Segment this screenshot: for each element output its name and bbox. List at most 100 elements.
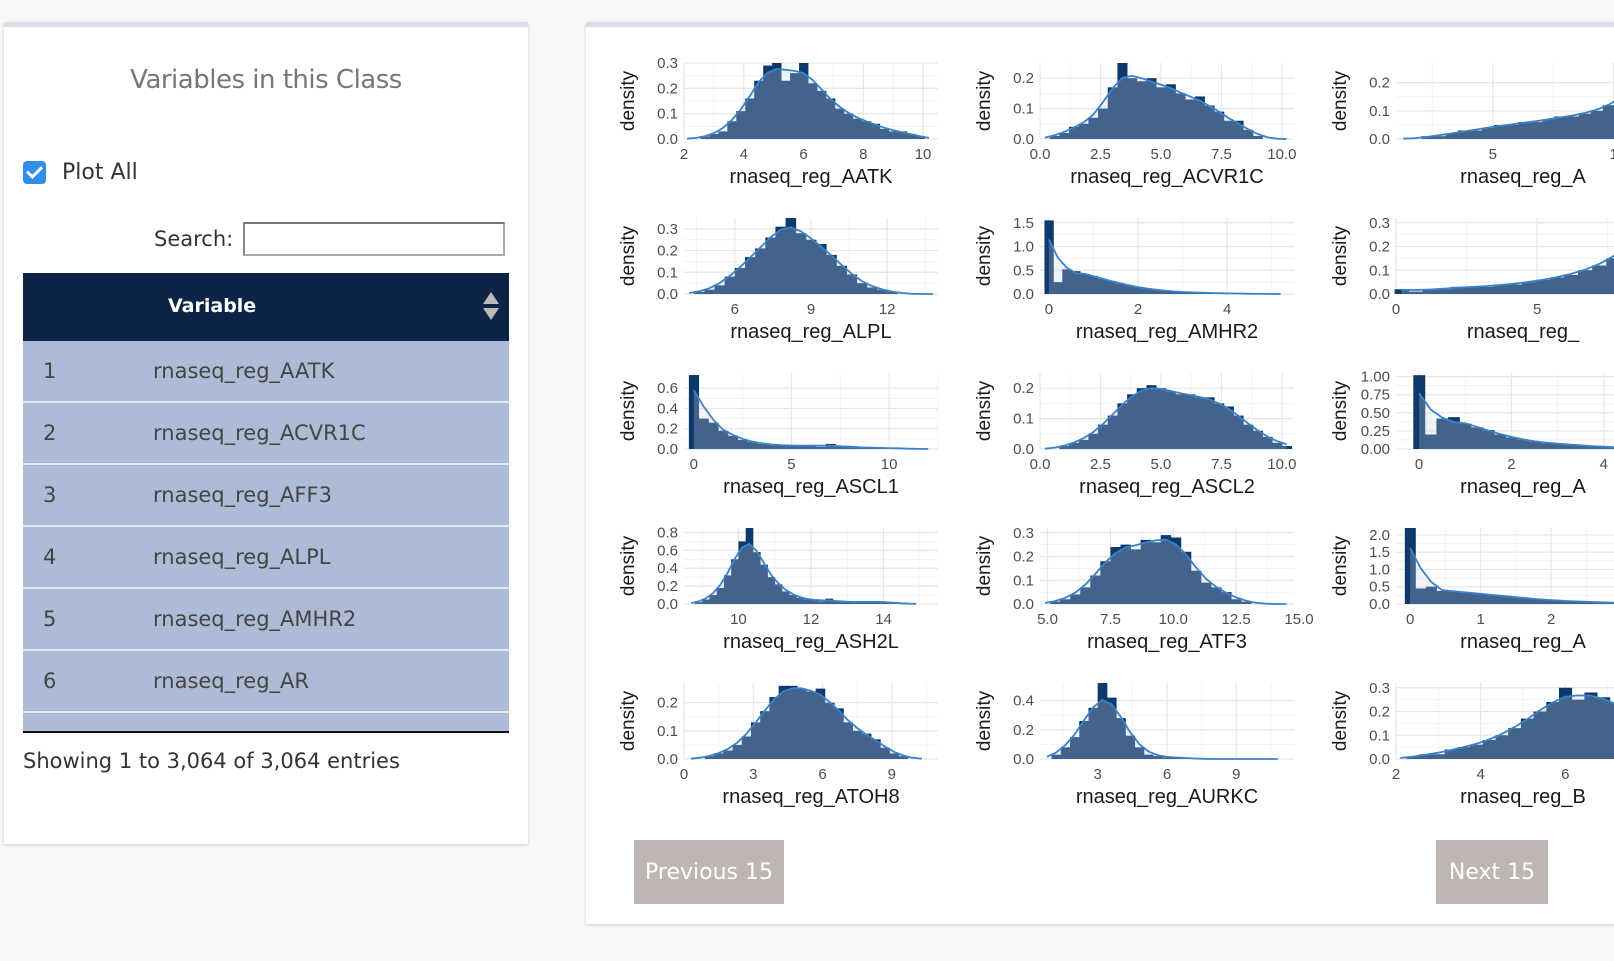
x-tick-label: 7.5 <box>1100 611 1121 628</box>
table-row[interactable]: 3 rnaseq_reg_AFF3 <box>23 465 509 527</box>
histogram-bar <box>1457 130 1471 139</box>
histogram-bar <box>1252 430 1263 449</box>
density-line <box>1403 100 1614 140</box>
histogram-bar <box>1542 119 1555 139</box>
histogram-bar <box>1436 590 1448 604</box>
histogram-bar <box>1070 737 1080 759</box>
y-tick-label: 2.0 <box>1369 527 1390 544</box>
histogram-bar <box>1214 403 1225 449</box>
x-axis-label: rnaseq_reg_A <box>1460 166 1586 188</box>
y-tick-label: 0.0 <box>1369 131 1390 148</box>
histogram-plot: 0.0 0.1 0.2 0.3 2 4 6 8 10 rnaseq_reg_AATK density <box>616 55 956 207</box>
histogram-bar <box>797 688 807 759</box>
row-variable: rnaseq_reg_ALPL <box>153 545 331 569</box>
histogram-bar <box>1479 286 1494 294</box>
histogram-bar <box>898 756 909 759</box>
y-axis-label: density <box>974 70 995 131</box>
y-tick-label: 0.1 <box>1013 101 1034 118</box>
histogram-bar <box>1597 697 1611 759</box>
search-input[interactable] <box>243 222 506 256</box>
y-axis-label: density <box>618 690 639 751</box>
histogram-bar <box>718 131 728 139</box>
previous-15-button[interactable]: Previous 15 <box>634 840 784 904</box>
bars <box>694 528 906 604</box>
table-row[interactable] <box>23 713 509 731</box>
histogram-bar <box>1190 570 1202 604</box>
histogram-bar <box>1563 601 1575 604</box>
x-axis-label: rnaseq_reg_ASCL1 <box>723 476 899 498</box>
x-tick-label: 0 <box>1415 456 1423 473</box>
histogram-bar <box>915 136 925 139</box>
histogram-bar <box>698 418 709 449</box>
histogram-bar <box>1221 592 1232 604</box>
histogram-bar <box>754 80 764 139</box>
histogram-bar <box>767 577 776 604</box>
bars <box>1050 535 1252 604</box>
x-tick-label: 0 <box>680 766 688 783</box>
x-tick-label: 10 <box>881 456 898 473</box>
histogram-bar <box>843 113 854 139</box>
histogram-bar <box>1097 278 1108 294</box>
y-axis-label: density <box>1330 380 1351 441</box>
histogram-bar <box>1146 385 1157 449</box>
histogram-bar <box>1060 747 1071 759</box>
histogram-bar <box>1059 132 1070 139</box>
x-tick-label: 6 <box>818 766 826 783</box>
y-tick-label: 0.4 <box>657 400 678 417</box>
histogram-bar <box>1089 275 1099 294</box>
histogram-bar <box>806 444 817 449</box>
x-tick-label: 4 <box>1223 301 1231 318</box>
y-tick-label: 0.0 <box>657 286 678 303</box>
histogram-bar <box>856 283 868 294</box>
histogram-bar <box>1127 78 1138 139</box>
column-header-variable[interactable]: Variable <box>168 295 257 317</box>
histogram-bar <box>1185 394 1196 449</box>
x-tick-label: 1 <box>1610 146 1614 163</box>
histogram-bar <box>752 552 761 604</box>
plot-all-checkbox[interactable] <box>23 160 46 184</box>
histogram-bar <box>1106 281 1117 294</box>
table-row[interactable]: 2 rnaseq_reg_ACVR1C <box>23 403 509 465</box>
table-row[interactable]: 1 rnaseq_reg_AATK <box>23 341 509 403</box>
density-fill <box>1044 388 1287 449</box>
table-header[interactable]: Variable <box>23 273 509 341</box>
histogram-bar <box>843 722 853 759</box>
x-tick-label: 6 <box>1561 766 1569 783</box>
histogram-bar <box>1204 397 1215 449</box>
plot-all-label[interactable]: Plot All <box>62 159 138 185</box>
row-variable: rnaseq_reg_AFF3 <box>153 483 332 507</box>
x-axis-label: rnaseq_reg_B <box>1460 786 1586 808</box>
histogram-bar <box>755 248 766 294</box>
histogram-bar <box>808 83 818 139</box>
density-line <box>686 67 930 140</box>
histogram-bar <box>785 218 797 294</box>
next-15-button[interactable]: Next 15 <box>1436 840 1548 904</box>
y-tick-label: 0.1 <box>1369 103 1390 120</box>
histogram-bar <box>1482 430 1495 449</box>
histogram-bar <box>781 80 791 139</box>
histogram-bar <box>723 750 733 759</box>
x-axis-label: rnaseq_reg_ALPL <box>730 321 891 343</box>
plot-all-row[interactable]: Plot All <box>23 157 138 187</box>
histogram-bar <box>1531 599 1543 604</box>
x-tick-label: 4 <box>740 146 748 163</box>
table-row[interactable]: 5 rnaseq_reg_AMHR2 <box>23 589 509 651</box>
histogram-bar <box>816 90 827 139</box>
y-axis-label: density <box>618 70 639 131</box>
y-axis-label: density <box>618 380 639 441</box>
histogram-bar <box>757 443 768 449</box>
histogram-bar <box>1204 105 1215 139</box>
histogram-bar <box>861 121 872 139</box>
y-tick-label: 0.1 <box>657 106 678 123</box>
x-axis-label: rnaseq_reg_A <box>1460 631 1586 653</box>
histogram-bar <box>734 267 746 294</box>
histogram-bar <box>1578 113 1592 139</box>
bars <box>694 218 898 294</box>
table-row[interactable]: 4 rnaseq_reg_ALPL <box>23 527 509 589</box>
histogram-bar <box>1088 117 1099 139</box>
histogram-bar <box>1436 289 1452 294</box>
row-variable: rnaseq_reg_ACVR1C <box>153 421 366 445</box>
table-row[interactable]: 6 rnaseq_reg_AR <box>23 651 509 713</box>
sort-icon[interactable] <box>483 292 499 322</box>
